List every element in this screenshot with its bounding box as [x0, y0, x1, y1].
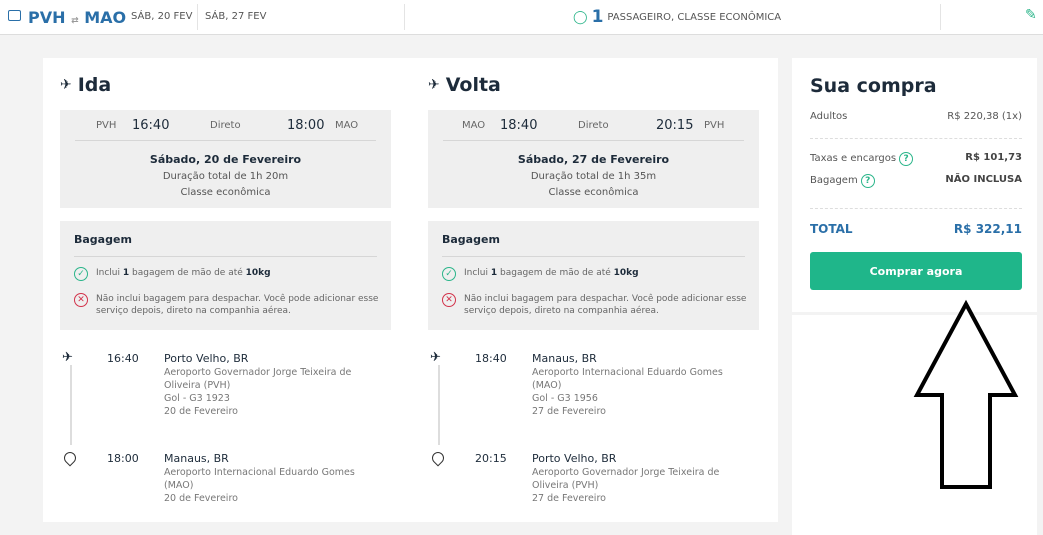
stop-airport: Aeroporto Internacional Eduardo Gomes (M… [532, 367, 723, 391]
stop-time: 18:40 [475, 352, 507, 365]
swap-icon: ⇄ [71, 16, 79, 26]
stop-city: Manaus, BR [164, 452, 229, 465]
flight-type: Direto [578, 120, 609, 131]
stop-airport: Aeroporto Governador Jorge Teixeira de O… [532, 467, 720, 491]
carry-on-text: Inclui 1 bagagem de mão de até 10kg [464, 268, 639, 278]
duration: Duração total de 1h 20m [162, 171, 289, 182]
timeline-line [70, 365, 72, 445]
origin-code: PVH [28, 8, 66, 27]
flight-date: Sábado, 27 de Fevereiro [517, 153, 670, 166]
destination-code: MAO [84, 8, 127, 27]
total-label: TOTAL [810, 222, 853, 236]
edit-pencil-icon[interactable]: ✎ [1025, 7, 1037, 23]
divider [197, 4, 198, 30]
taxes-value: R$ 101,73 [965, 152, 1022, 163]
checked-bag-text: Não inclui bagagem para despachar. Você … [96, 294, 379, 316]
passenger-selector[interactable]: ◯ 1 PASSAGEIRO, CLASSE ECONÔMICA [573, 7, 781, 27]
from-code: PVH [96, 120, 117, 131]
stop-airport: Aeroporto Governador Jorge Teixeira de O… [164, 367, 352, 391]
total-value: R$ 322,11 [953, 222, 1022, 236]
divider [404, 4, 405, 30]
baggage-title: Bagagem [74, 233, 132, 246]
baggage-box: Bagagem ✓ Inclui 1 bagagem de mão de até … [60, 221, 391, 330]
stop-date: 27 de Fevereiro [532, 406, 606, 417]
plane-takeoff-icon: ✈ [428, 77, 440, 93]
stop-date: 20 de Fevereiro [164, 493, 238, 504]
passenger-count: 1 [591, 7, 604, 27]
cabin-class: Classe econômica [180, 187, 271, 198]
flight-number: Gol - G3 1923 [164, 393, 230, 404]
stop-city: Manaus, BR [532, 352, 597, 365]
x-circle-icon: ✕ [442, 293, 456, 307]
flight-date: Sábado, 20 de Fevereiro [149, 153, 302, 166]
stop-time: 20:15 [475, 452, 507, 465]
help-icon[interactable]: ? [899, 152, 914, 166]
carry-on-text: Inclui 1 bagagem de mão de até 10kg [96, 268, 271, 278]
route[interactable]: PVH ⇄ MAO [28, 8, 126, 27]
dep-time: 16:40 [132, 118, 170, 133]
baggage-title: Bagagem [442, 233, 500, 246]
depart-date[interactable]: SÁB, 20 FEV [131, 11, 193, 22]
x-circle-icon: ✕ [74, 293, 88, 307]
leg-title: Ida [77, 74, 112, 96]
flight-summary: PVH 16:40 Direto 18:00 MAO Sábado, 20 de… [60, 110, 391, 208]
stop-city: Porto Velho, BR [532, 452, 617, 465]
timeline-line [438, 365, 440, 445]
plane-takeoff-icon: ✈ [60, 77, 72, 93]
flight-number: Gol - G3 1956 [532, 393, 598, 404]
itinerary-card: ✈ Ida PVH 16:40 Direto 18:00 MAO Sábado, … [43, 58, 778, 522]
secondary-card [792, 315, 1037, 535]
baggage-label: Bagagem [810, 175, 858, 186]
leg-title: Volta [445, 74, 501, 96]
flight-summary: MAO 18:40 Direto 20:15 PVH Sábado, 27 de… [428, 110, 759, 208]
stop-airport: Aeroporto Internacional Eduardo Gomes (M… [164, 467, 355, 491]
flight-type: Direto [210, 120, 241, 131]
user-icon: ◯ [573, 9, 588, 25]
header-bar: PVH ⇄ MAO SÁB, 20 FEV SÁB, 27 FEV ◯ 1 PASS… [0, 0, 1043, 35]
summary-title: Sua compra [810, 75, 937, 97]
duration: Duração total de 1h 35m [530, 171, 657, 182]
checked-bag-text: Não inclui bagagem para despachar. Você … [464, 294, 747, 316]
plane-takeoff-icon: ✈ [430, 350, 441, 365]
help-icon[interactable]: ? [860, 174, 875, 188]
dep-time: 18:40 [500, 118, 538, 133]
arr-time: 20:15 [656, 118, 694, 133]
check-circle-icon: ✓ [442, 267, 456, 281]
ticket-icon [8, 10, 21, 21]
stop-date: 27 de Fevereiro [532, 493, 606, 504]
baggage-value: NÃO INCLUSA [945, 174, 1022, 185]
baggage-box: Bagagem ✓ Inclui 1 bagagem de mão de até … [428, 221, 759, 330]
cabin-class: Classe econômica [548, 187, 639, 198]
taxes-label: Taxas e encargos [810, 153, 897, 164]
buy-now-button[interactable]: Comprar agora [810, 252, 1022, 290]
divider [940, 4, 941, 30]
stop-date: 20 de Fevereiro [164, 406, 238, 417]
stop-time: 18:00 [107, 452, 139, 465]
purchase-summary: Sua compra Adultos R$ 220,38 (1x) Taxas e… [792, 58, 1037, 312]
adults-label: Adultos [810, 111, 848, 122]
plane-takeoff-icon: ✈ [62, 350, 73, 365]
check-circle-icon: ✓ [74, 267, 88, 281]
stop-time: 16:40 [107, 352, 139, 365]
from-code: MAO [462, 120, 486, 131]
adults-value: R$ 220,38 (1x) [947, 111, 1022, 122]
arr-time: 18:00 [287, 118, 325, 133]
stop-city: Porto Velho, BR [164, 352, 249, 365]
to-code: MAO [335, 120, 359, 131]
return-date[interactable]: SÁB, 27 FEV [205, 11, 267, 22]
passenger-text: PASSAGEIRO, CLASSE ECONÔMICA [607, 11, 782, 23]
to-code: PVH [704, 120, 725, 131]
